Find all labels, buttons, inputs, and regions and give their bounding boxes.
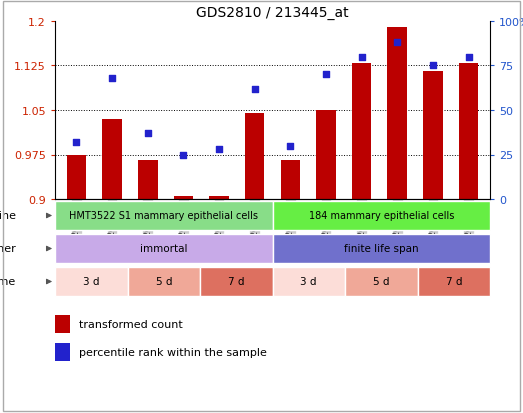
Text: immortal: immortal xyxy=(140,244,188,254)
Bar xyxy=(272,267,345,297)
Point xyxy=(357,54,366,61)
Bar xyxy=(245,114,265,199)
Bar xyxy=(55,267,128,297)
Bar xyxy=(102,120,122,199)
Bar xyxy=(316,111,336,199)
Text: 7 d: 7 d xyxy=(228,277,244,287)
Bar xyxy=(272,234,490,264)
Point xyxy=(179,152,188,159)
Text: 3 d: 3 d xyxy=(301,277,317,287)
Bar xyxy=(138,161,157,199)
Bar xyxy=(66,155,86,199)
Point xyxy=(393,40,402,47)
Point xyxy=(72,140,81,146)
Bar xyxy=(128,267,200,297)
Text: cell line: cell line xyxy=(0,211,16,221)
Bar xyxy=(55,343,70,361)
Point xyxy=(464,54,473,61)
Bar xyxy=(55,316,70,333)
Text: time: time xyxy=(0,277,16,287)
Text: 5 d: 5 d xyxy=(373,277,390,287)
Text: finite life span: finite life span xyxy=(344,244,418,254)
Text: 184 mammary epithelial cells: 184 mammary epithelial cells xyxy=(309,211,454,221)
Text: 5 d: 5 d xyxy=(155,277,172,287)
Point xyxy=(429,63,437,70)
Text: 7 d: 7 d xyxy=(446,277,462,287)
Point xyxy=(251,86,259,93)
Text: transformed count: transformed count xyxy=(79,319,183,329)
Bar xyxy=(200,267,272,297)
Bar xyxy=(388,28,407,199)
Point xyxy=(286,143,294,150)
Bar xyxy=(280,161,300,199)
Bar xyxy=(423,72,443,199)
Text: percentile rank within the sample: percentile rank within the sample xyxy=(79,347,267,357)
Point xyxy=(215,147,223,153)
Bar xyxy=(352,63,371,199)
Bar xyxy=(55,234,272,264)
Bar xyxy=(209,197,229,199)
Bar xyxy=(459,63,479,199)
Text: other: other xyxy=(0,244,16,254)
Point xyxy=(143,131,152,137)
Text: 3 d: 3 d xyxy=(83,277,99,287)
Text: HMT3522 S1 mammary epithelial cells: HMT3522 S1 mammary epithelial cells xyxy=(69,211,258,221)
Bar xyxy=(417,267,490,297)
Bar xyxy=(272,201,490,231)
Bar xyxy=(174,197,193,199)
Point xyxy=(108,76,116,82)
Title: GDS2810 / 213445_at: GDS2810 / 213445_at xyxy=(196,5,349,19)
Bar xyxy=(345,267,417,297)
Bar xyxy=(55,201,272,231)
Point xyxy=(322,72,330,78)
